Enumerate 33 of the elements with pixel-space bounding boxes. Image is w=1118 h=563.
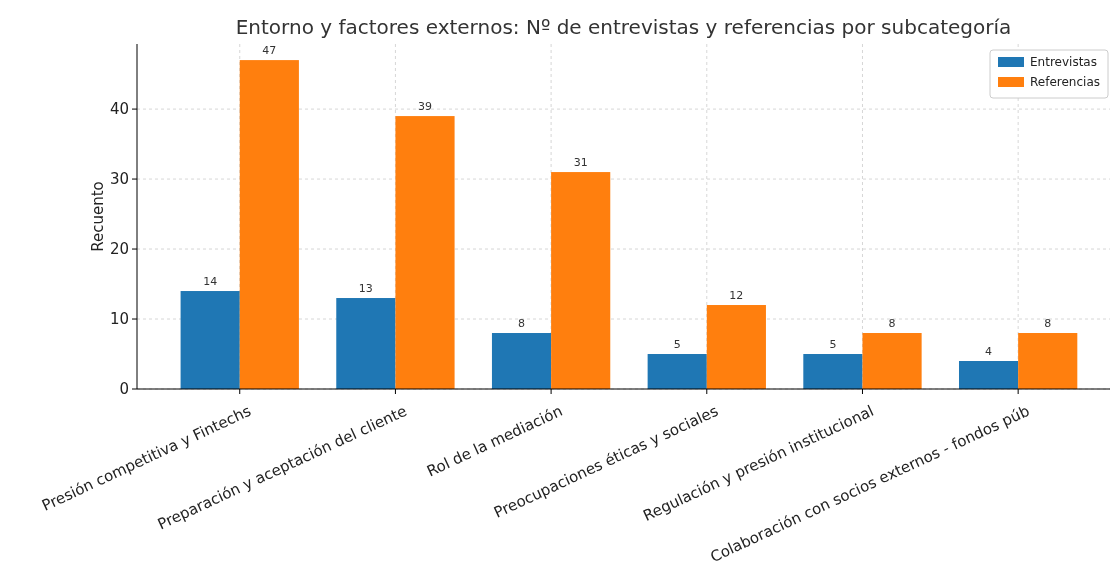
y-tick-label: 40 bbox=[109, 100, 129, 119]
bar bbox=[958, 361, 1019, 389]
bar bbox=[706, 305, 766, 389]
data-label: 39 bbox=[418, 100, 433, 114]
data-label: 8 bbox=[888, 317, 896, 331]
y-axis-title: Recuento bbox=[89, 181, 107, 252]
bar bbox=[395, 116, 455, 389]
y-tick-label: 30 bbox=[109, 170, 129, 189]
data-label: 5 bbox=[829, 338, 837, 352]
bar bbox=[551, 172, 611, 389]
bar bbox=[180, 291, 240, 389]
bar bbox=[803, 354, 863, 389]
bar bbox=[862, 333, 922, 389]
legend-label: Entrevistas bbox=[1030, 55, 1097, 70]
data-label: 14 bbox=[203, 275, 218, 289]
data-label: 8 bbox=[518, 317, 526, 331]
data-label: 47 bbox=[262, 44, 277, 58]
data-label: 8 bbox=[1044, 317, 1052, 331]
y-tick-label: 0 bbox=[119, 380, 129, 399]
bar bbox=[1018, 333, 1078, 389]
bar bbox=[647, 354, 707, 389]
chart-title: Entorno y factores externos: Nº de entrevistas y referencias por subcategoría bbox=[235, 15, 1012, 39]
y-tick-label: 10 bbox=[109, 310, 129, 329]
data-label: 4 bbox=[985, 345, 993, 359]
data-label: 12 bbox=[729, 289, 744, 303]
bar bbox=[239, 60, 299, 389]
y-tick-label: 20 bbox=[109, 240, 129, 259]
legend-label: Referencias bbox=[1030, 75, 1100, 90]
bar bbox=[491, 333, 552, 389]
data-label: 13 bbox=[358, 282, 373, 296]
bar bbox=[336, 298, 396, 389]
data-label: 31 bbox=[573, 156, 588, 170]
data-label: 5 bbox=[673, 338, 681, 352]
